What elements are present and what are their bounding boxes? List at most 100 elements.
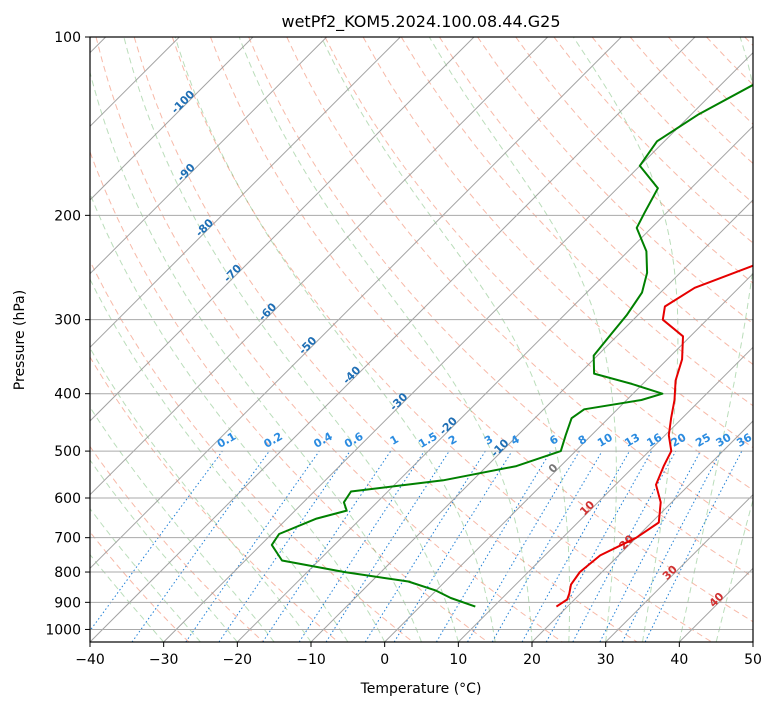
x-tick-label: 20 (523, 652, 541, 668)
temperature-label: -20 (437, 414, 460, 437)
mixing-ratio-line (218, 450, 351, 642)
mixing-ratio-line (599, 450, 701, 642)
mixing-ratio-label: 25 (693, 431, 713, 450)
y-tick-label: 800 (54, 565, 81, 581)
mixing-ratio-line (325, 450, 450, 642)
mixing-ratio-line (521, 450, 630, 642)
dewpoint-line (270, 83, 753, 608)
dry-adiabat (668, 37, 753, 125)
y-tick-label: 600 (54, 491, 81, 507)
dry-adiabat (324, 37, 753, 491)
isotherm (531, 420, 753, 642)
dry-adiabat (90, 259, 414, 642)
moist-adiabat (752, 640, 753, 642)
isotherm (678, 567, 753, 642)
mixing-ratio-line (467, 450, 580, 642)
x-tick-label: 30 (597, 652, 615, 668)
dry-adiabat (248, 37, 753, 578)
moist-adiabat (90, 459, 238, 642)
x-tick-label: −30 (149, 652, 179, 668)
dry-adiabat (90, 445, 264, 642)
moist-adiabat (238, 37, 533, 642)
temperature-label: 10 (577, 498, 597, 518)
temperature-label: -80 (193, 216, 216, 239)
moist-adiabat (90, 347, 312, 642)
dry-adiabat (133, 37, 638, 642)
y-axis: 100 200 300 400 500 600 700 800 900 1000 (45, 30, 90, 638)
profile-series (270, 83, 753, 608)
temperature-label: -70 (221, 261, 244, 284)
dry-adiabat (438, 37, 753, 366)
mixing-ratio-label: 1 (388, 433, 401, 448)
y-tick-label: 700 (54, 531, 81, 547)
dry-adiabat (90, 150, 488, 642)
mixing-ratio-line (90, 450, 223, 632)
isotherm (310, 199, 753, 642)
x-tick-label: 40 (670, 652, 688, 668)
isotherm (90, 37, 401, 349)
y-tick-label: 400 (54, 387, 81, 403)
chart-title: wetPf2_KOM5.2024.100.08.44.G25 (281, 12, 560, 32)
isotherm (90, 37, 475, 422)
dry-adiabat (706, 37, 753, 86)
mixing-ratio-label: 13 (622, 431, 642, 450)
moist-adiabat (90, 406, 275, 642)
x-axis: −40 −30 −20 −10 0 10 20 30 40 50 (75, 642, 762, 668)
moist-adiabat (90, 70, 422, 642)
dry-adiabat (744, 37, 753, 47)
moist-adiabat (90, 278, 349, 642)
isotherm (605, 493, 753, 642)
mixing-ratio-line (262, 450, 392, 642)
y-tick-label: 900 (54, 595, 81, 611)
mixing-ratio-label: 0.4 (311, 430, 335, 451)
mixing-ratio-line (644, 450, 743, 642)
x-tick-label: −40 (75, 652, 105, 668)
mixing-ratio-line (298, 450, 425, 642)
mixing-ratio-label: 0.1 (215, 430, 238, 451)
dry-adiabat (210, 37, 753, 623)
y-tick-label: 300 (54, 313, 81, 329)
x-axis-label: Temperature (°C) (360, 681, 482, 697)
moist-adiabat (320, 37, 571, 642)
isotherm (163, 51, 753, 642)
moist-adiabat (428, 37, 617, 642)
y-tick-label: 200 (54, 208, 81, 224)
temperature-label: 40 (707, 590, 727, 610)
moist-adiabat (123, 37, 459, 642)
y-tick-label: 1000 (45, 622, 81, 638)
mixing-ratio-label: 0.2 (262, 430, 285, 451)
isotherm (457, 346, 753, 642)
y-tick-label: 100 (54, 30, 81, 46)
moist-adiabat (174, 37, 496, 642)
x-tick-label: 50 (744, 652, 762, 668)
moist-adiabat (715, 497, 753, 642)
dry-adiabat (171, 37, 712, 642)
mixing-ratio-label: 16 (644, 431, 664, 450)
moist-adiabat (572, 37, 679, 642)
temperature-line (555, 264, 753, 608)
isotherm (90, 37, 328, 275)
isotherm (90, 37, 549, 496)
x-tick-label: −20 (223, 652, 253, 668)
mixing-ratio-line (393, 450, 513, 642)
isotherm (752, 641, 753, 642)
y-axis-label: Pressure (hPa) (12, 290, 28, 390)
moist-adiabat (90, 192, 386, 642)
dry-adiabat (95, 37, 563, 642)
mixing-ratio-line (185, 450, 320, 642)
mixing-ratio-line (435, 450, 552, 642)
x-tick-label: −10 (296, 652, 326, 668)
x-tick-label: 0 (380, 652, 389, 668)
temperature-label: -50 (296, 334, 319, 357)
x-tick-label: 10 (449, 652, 467, 668)
isotherm (90, 37, 622, 570)
moist-adiabat (90, 553, 165, 642)
mixing-ratio-line (131, 450, 270, 642)
dry-adiabat (90, 531, 190, 642)
moist-adiabat (678, 37, 753, 642)
isotherm (236, 125, 753, 642)
isotherm (90, 37, 254, 201)
mixing-ratio-line (364, 450, 486, 642)
y-tick-label: 500 (54, 444, 81, 460)
